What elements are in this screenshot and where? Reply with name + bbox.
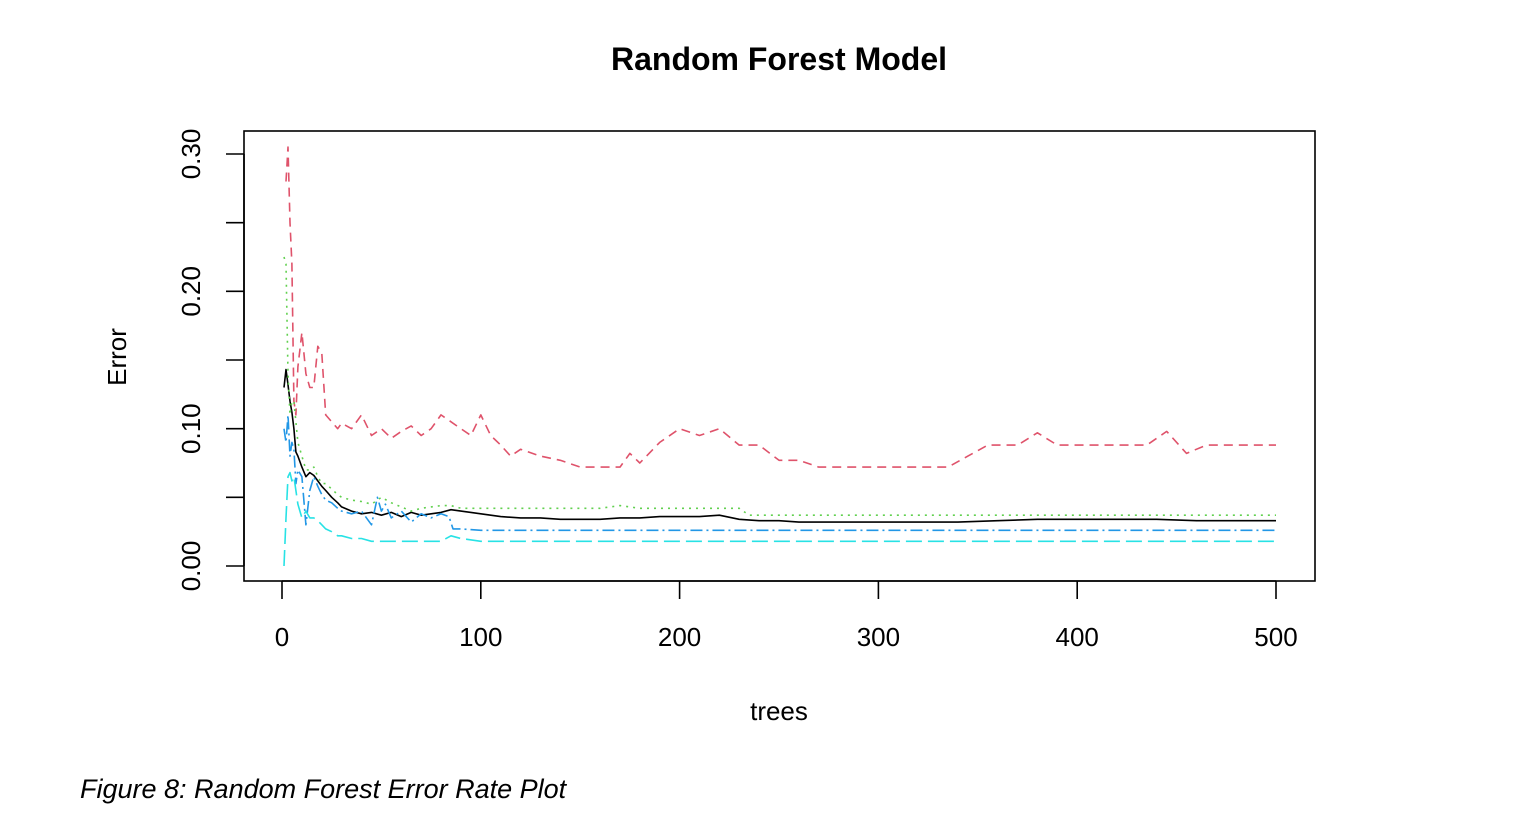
- y-tick-label: 0.00: [176, 541, 206, 592]
- series-line-5: [283, 471, 1276, 567]
- x-tick-label: 0: [275, 622, 289, 652]
- x-axis-label: trees: [750, 696, 808, 726]
- series-line-1: [283, 368, 1276, 523]
- y-tick-label: 0.30: [176, 129, 206, 180]
- plot-frame: [243, 130, 1316, 582]
- y-axis-label: Error: [102, 328, 132, 386]
- y-tick-label: 0.20: [176, 266, 206, 317]
- y-tick-label: 0.10: [176, 403, 206, 454]
- series-layer: [283, 146, 1276, 567]
- x-tick-label: 100: [459, 622, 502, 652]
- x-axis: 0 100 200 300 400 500: [275, 580, 1298, 652]
- x-tick-label: 300: [857, 622, 900, 652]
- y-axis: 0.00 0.10 0.20 0.30: [176, 129, 245, 592]
- chart-title: Random Forest Model: [611, 41, 947, 77]
- x-tick-label: 400: [1056, 622, 1099, 652]
- x-tick-label: 200: [658, 622, 701, 652]
- series-line-4: [283, 414, 1276, 532]
- chart: Random Forest Model 0 100 200 300 400 500 0.0…: [102, 41, 1316, 726]
- figure-caption: Figure 8: Random Forest Error Rate Plot: [80, 774, 567, 804]
- x-tick-label: 500: [1254, 622, 1297, 652]
- series-line-3: [283, 256, 1276, 517]
- series-line-2: [285, 146, 1276, 468]
